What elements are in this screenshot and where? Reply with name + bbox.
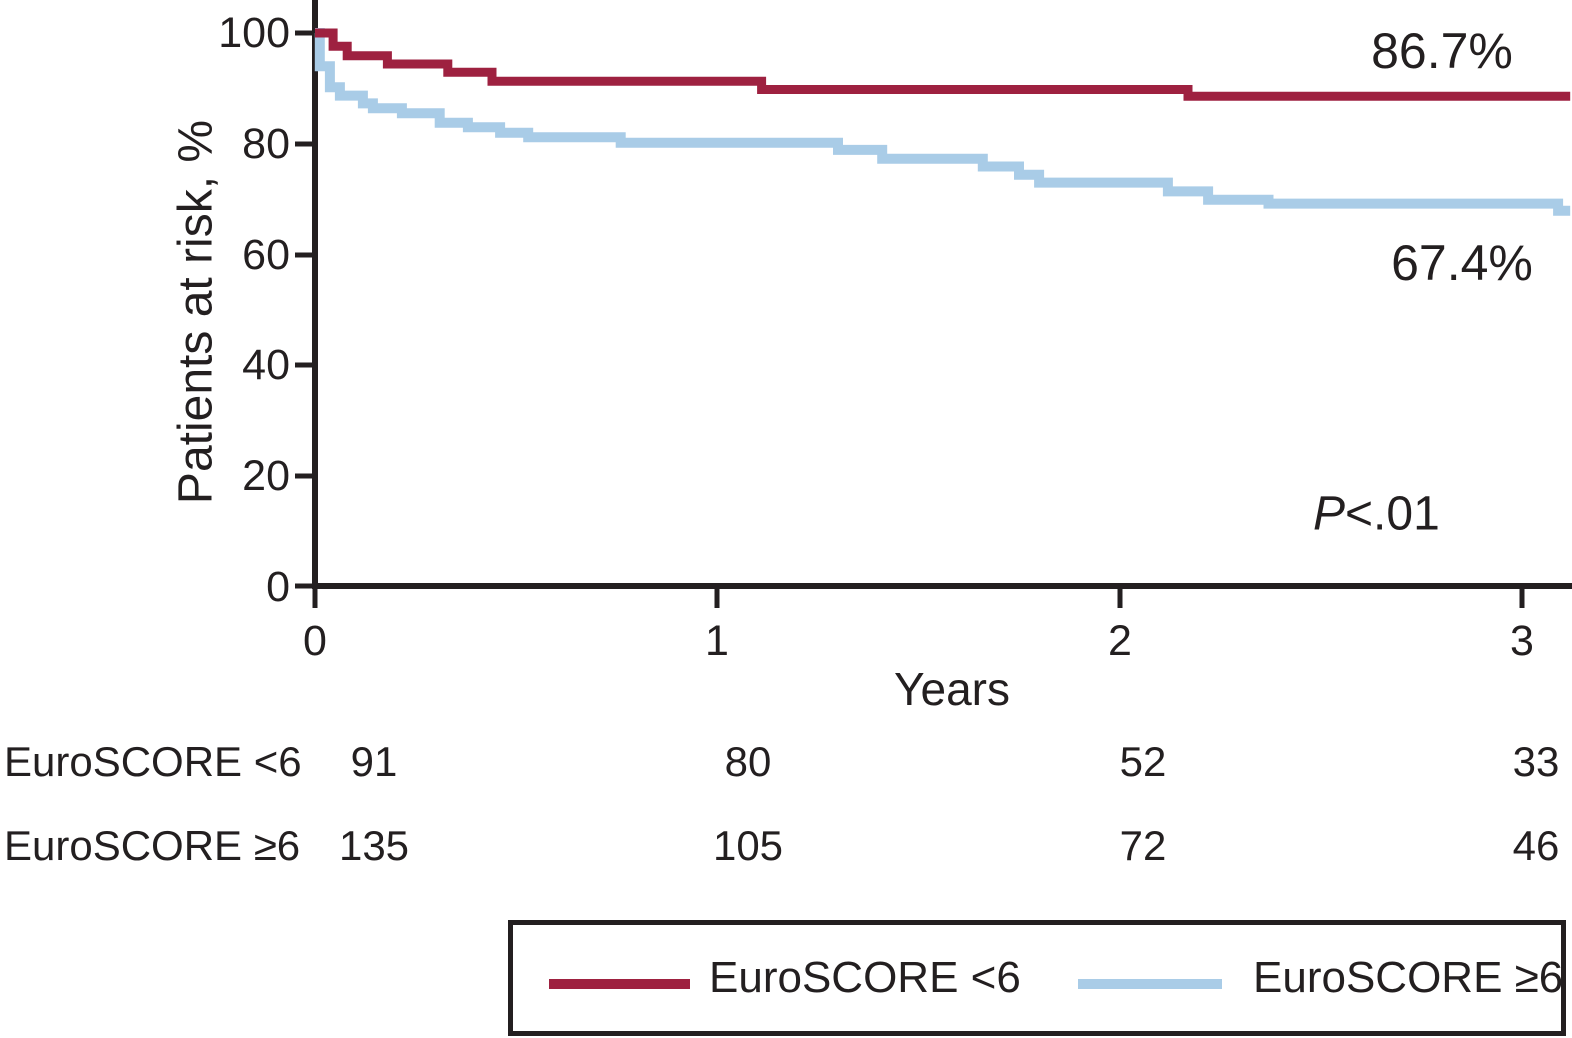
km-curve-euroscore-lt6 <box>315 28 1571 101</box>
y-tick-label-60: 60 <box>242 231 290 279</box>
risk-count: 105 <box>712 822 784 869</box>
risk-table-row-euroscore-lt6: EuroSCORE <6 91 80 52 33 <box>0 737 1572 787</box>
p-value-number: <.01 <box>1345 487 1440 541</box>
legend-label-euroscore-ge6: EuroSCORE ≥6 <box>1253 953 1564 1002</box>
y-tick-label-20: 20 <box>242 452 290 500</box>
y-tick-label-80: 80 <box>242 120 290 168</box>
risk-table-row-euroscore-ge6: EuroSCORE ≥6 135 105 72 46 <box>0 821 1572 871</box>
p-value-symbol: P <box>1313 487 1346 541</box>
x-tick-label-1: 1 <box>705 617 729 665</box>
x-tick-label-3: 3 <box>1510 617 1534 665</box>
risk-row-label: EuroSCORE <6 <box>4 738 302 785</box>
legend-swatch-euroscore-lt6 <box>549 979 690 989</box>
legend-swatch-euroscore-ge6 <box>1078 979 1222 989</box>
p-value-annotation: P<.01 <box>1313 487 1440 542</box>
y-tick-label-40: 40 <box>242 341 290 389</box>
risk-count: 91 <box>350 738 398 785</box>
risk-count: 52 <box>1119 738 1167 785</box>
risk-count: 46 <box>1512 822 1560 869</box>
x-tick-label-2: 2 <box>1108 617 1132 665</box>
risk-count: 72 <box>1119 822 1167 869</box>
annotation-red-final-value: 86.7% <box>1371 23 1513 79</box>
x-axis-title: Years <box>894 663 1010 715</box>
legend-box: EuroSCORE <6 EuroSCORE ≥6 <box>508 920 1566 1036</box>
legend-label-euroscore-lt6: EuroSCORE <6 <box>709 953 1021 1002</box>
risk-count: 135 <box>338 822 410 869</box>
risk-row-label: EuroSCORE ≥6 <box>4 822 301 869</box>
x-tick-label-0: 0 <box>303 617 327 665</box>
y-tick-label-0: 0 <box>266 563 290 611</box>
risk-count: 33 <box>1512 738 1560 785</box>
risk-count: 80 <box>724 738 772 785</box>
y-tick-label-100: 100 <box>218 9 290 57</box>
y-axis-title: Patients at risk, % <box>169 119 223 505</box>
km-curve-euroscore-ge6 <box>314 28 1571 216</box>
annotation-blue-final-value: 67.4% <box>1391 235 1533 291</box>
